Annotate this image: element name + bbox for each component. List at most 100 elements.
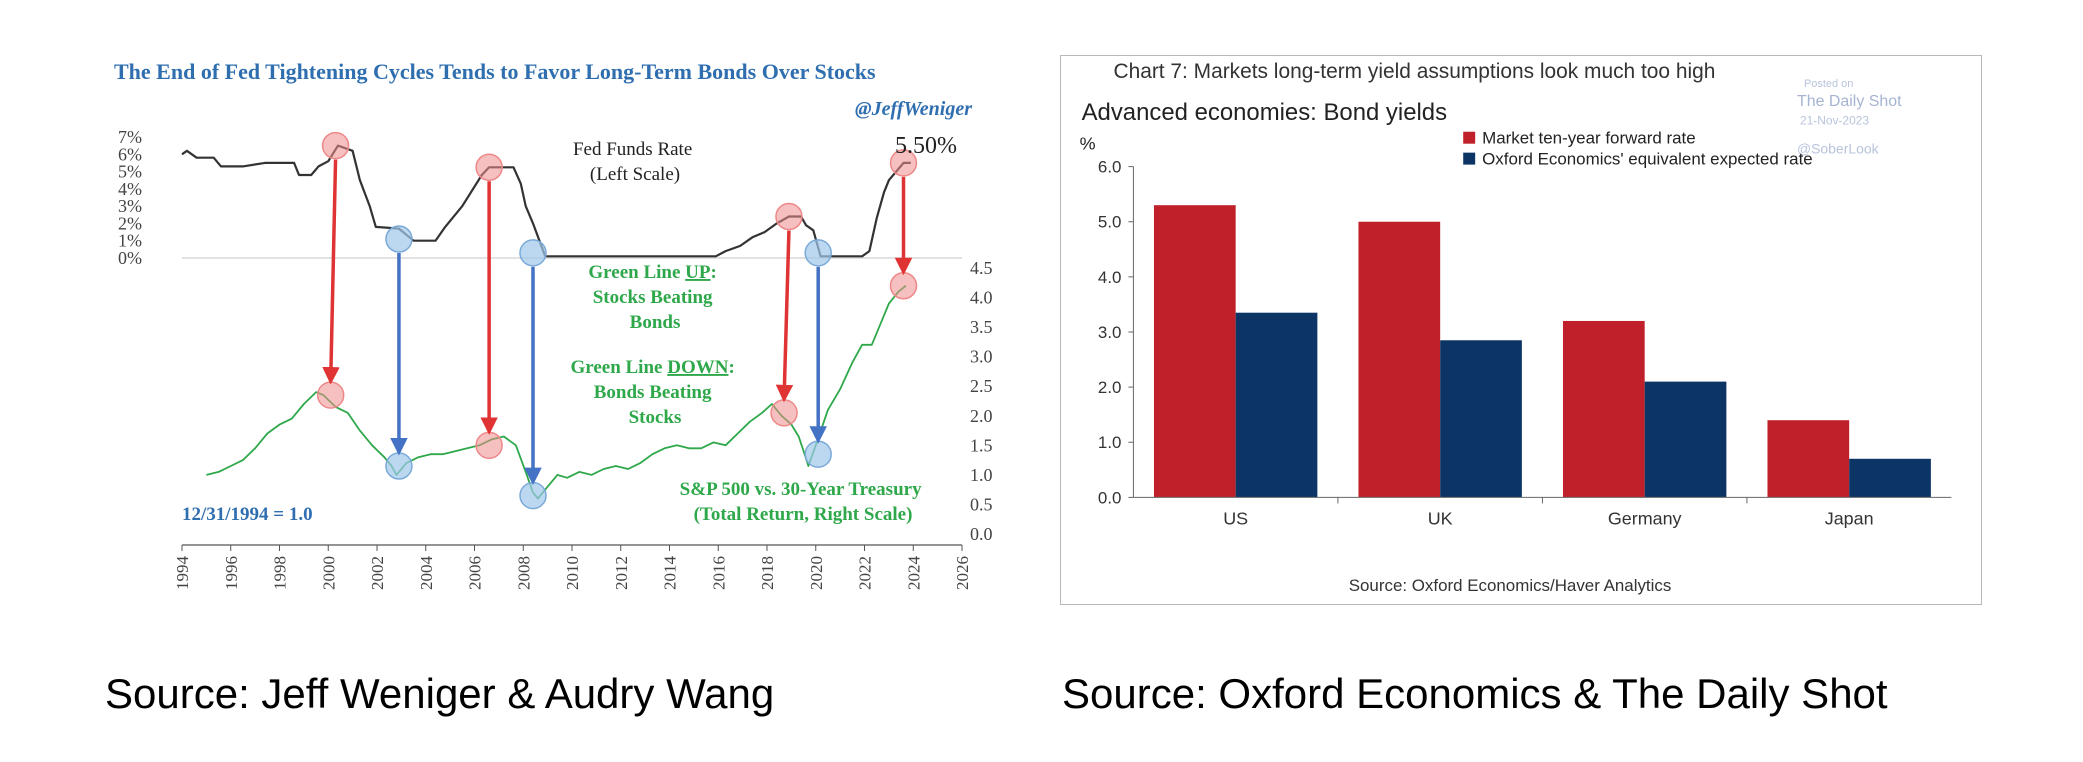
x-tick-label: 2024 [904,556,923,591]
x-axis: 1994 1996 1998 2000 2002 2004 2006 2008 2010 2012… [173,544,972,591]
x-tick-label: 2014 [661,556,680,591]
fed-funds-label: Fed Funds Rate (Left Scale) [573,139,697,185]
y-tick-label: 2.0 [1098,378,1122,397]
chart-title: The End of Fed Tightening Cycles Tends t… [114,59,876,84]
x-tick-label: 2026 [953,556,972,590]
bars [1153,205,1931,498]
x-tick-label: 1996 [222,556,241,590]
bar [1849,458,1931,498]
cycle-marker [775,202,803,231]
x-tick-label: 2000 [319,556,338,590]
red-arrow [775,230,794,403]
watermark-handle: @SoberLook [1797,141,1879,157]
y-axis-unit: % [1080,134,1096,154]
bar [1562,320,1645,498]
x-tick-label: 2022 [856,556,875,590]
green-up-annotation: Green Line UP: Stocks Beating Bonds [588,262,721,333]
bar [1440,340,1522,498]
left-tick-label: 5% [118,162,142,182]
right-tick-label: 2.0 [970,406,993,426]
cycle-marker [385,225,413,253]
author-handle: @JeffWeniger [855,98,972,120]
right-tick-label: 1.5 [970,435,993,455]
bar [1767,420,1850,498]
cycle-marker [889,271,918,300]
category-label: UK [1428,508,1453,528]
chart-title: Chart 7: Markets long-term yield assumpt… [1113,60,1715,83]
legend-swatch [1463,131,1476,144]
y-tick-label: 5.0 [1098,213,1122,232]
bar [1235,312,1318,498]
bar [1644,381,1727,498]
category-label: Germany [1608,508,1682,528]
bond-yields-chart: Chart 7: Markets long-term yield assumpt… [1060,55,1982,605]
sp500-vs-treasury-line [206,285,907,500]
red-arrow [322,159,340,385]
cycle-marker [804,440,832,468]
cycle-marker [889,149,918,177]
right-tick-label: 0.5 [970,494,993,514]
left-tick-label: 4% [118,179,142,199]
x-tick-label: 2002 [368,556,387,590]
x-tick-label: 2008 [514,556,533,590]
bar [1153,205,1236,498]
end-rate-label: 5.50% [895,133,957,159]
bar [1358,221,1441,498]
x-tick-label: 2012 [612,556,631,590]
cycle-marker [385,452,413,480]
fed-cycles-chart: The End of Fed Tightening Cycles Tends t… [114,59,993,591]
right-tick-label: 4.0 [970,288,993,308]
legend-label: Market ten-year forward rate [1482,129,1695,148]
watermark-posted: Posted on [1804,78,1853,90]
chart-subtitle: Advanced economies: Bond yields [1082,99,1448,126]
y-tick-label: 3.0 [1098,323,1122,342]
y-tick-label: 1.0 [1098,433,1122,452]
legend-label: Oxford Economics' equivalent expected ra… [1482,150,1813,169]
category-label: US [1223,508,1248,528]
baseline-note: 12/31/1994 = 1.0 [182,504,313,525]
source-note: Source: Oxford Economics/Haver Analytics [1349,576,1672,595]
x-axis-categories: US UK Germany Japan [1133,496,1952,528]
x-tick-label: 2018 [758,556,777,590]
y-tick-label: 0.0 [1098,488,1122,507]
watermark-date: 21-Nov-2023 [1800,114,1869,128]
left-tick-label: 0% [118,248,142,268]
fed-funds-rate-line [181,144,911,258]
right-tick-label: 1.0 [970,465,993,485]
ratio-series-label: S&P 500 vs. 30-Year Treasury (Total Retu… [680,479,927,525]
left-axis-ticks: 7%6%5%4%3%2%1%0% [118,127,142,268]
legend-swatch [1463,152,1476,165]
watermark-daily-shot: The Daily Shot [1797,93,1902,110]
cycle-marker [475,431,503,460]
y-axis-ticks: 0.0 1.0 2.0 3.0 4.0 5.0 6.0 [1098,158,1134,507]
legend: Market ten-year forward rate Oxford Econo… [1463,129,1813,169]
right-axis-ticks: 4.5 4.0 3.5 3.0 2.5 2.0 1.5 1.0 0.5 0.0 [970,258,993,544]
x-tick-label: 1994 [173,556,192,591]
right-tick-label: 4.5 [970,258,993,278]
x-tick-label: 2004 [417,556,436,591]
left-tick-label: 6% [118,144,142,164]
x-tick-label: 2016 [709,556,728,590]
x-tick-label: 2006 [466,556,485,590]
green-down-annotation: Green Line DOWN: Bonds Beating Stocks [570,357,739,428]
cycle-marker [321,131,350,160]
y-tick-label: 4.0 [1098,268,1122,287]
cycle-marker [519,481,547,510]
cycle-arrows [316,131,918,510]
left-tick-label: 7% [118,127,142,147]
category-label: Japan [1825,508,1874,528]
left-tick-label: 3% [118,196,142,216]
left-caption: Source: Jeff Weniger & Audry Wang [105,670,775,717]
x-tick-label: 2010 [563,556,582,590]
right-tick-label: 2.5 [970,376,993,396]
cycle-marker [475,153,503,181]
left-tick-label: 2% [118,213,142,233]
right-caption: Source: Oxford Economics & The Daily Sho… [1062,670,1888,717]
left-tick-label: 1% [118,231,142,251]
cycle-marker [804,239,832,267]
cycle-marker [770,399,798,427]
right-tick-label: 3.0 [970,347,993,367]
cycle-marker [519,239,547,267]
x-tick-label: 2020 [807,556,826,590]
right-tick-label: 0.0 [970,524,993,544]
